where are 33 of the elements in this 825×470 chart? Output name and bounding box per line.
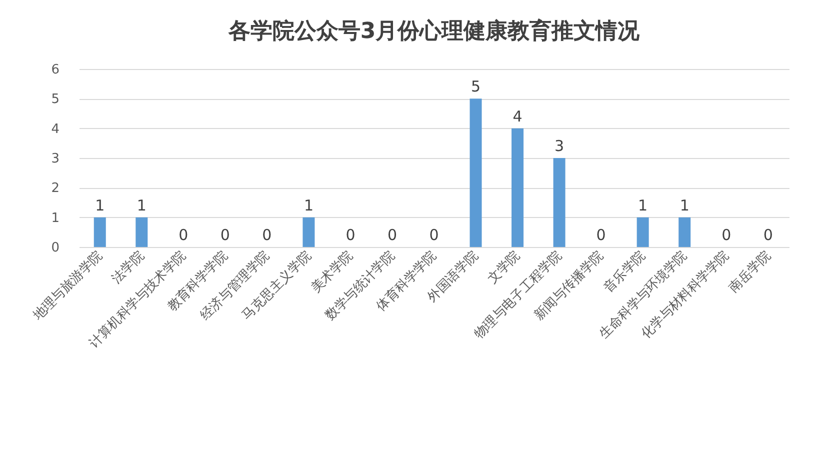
data-label: 0 <box>387 226 398 244</box>
data-label: 5 <box>470 78 481 96</box>
data-label: 1 <box>680 196 690 214</box>
data-label: 0 <box>763 226 773 244</box>
data-label: 0 <box>178 226 188 244</box>
data-label: 1 <box>638 196 648 214</box>
y-tick-label: 4 <box>51 122 60 137</box>
chart-title: 各学院公众号3月份心理健康教育推文情况 <box>227 18 641 44</box>
y-tick-label: 2 <box>51 181 60 196</box>
y-tick-label: 5 <box>51 92 60 108</box>
bar <box>136 217 148 247</box>
bar <box>94 217 106 247</box>
data-label: 0 <box>596 226 606 244</box>
bar <box>302 217 315 247</box>
data-label: 0 <box>262 226 272 244</box>
bar <box>678 217 691 247</box>
bar <box>636 217 649 247</box>
y-tick-label: 3 <box>51 152 60 166</box>
data-label: 0 <box>346 226 356 244</box>
bar <box>470 98 482 247</box>
y-tick-label: 1 <box>51 210 60 226</box>
data-label: 1 <box>136 196 146 214</box>
data-label: 3 <box>554 137 564 155</box>
data-label: 1 <box>95 196 105 214</box>
data-label: 0 <box>220 226 230 244</box>
y-tick-label: 6 <box>51 62 60 78</box>
bar <box>512 128 524 247</box>
data-label: 0 <box>722 226 732 244</box>
bar <box>553 158 566 247</box>
data-label: 0 <box>429 226 439 244</box>
y-tick-label: 0 <box>51 240 60 256</box>
data-label: 1 <box>304 196 314 214</box>
data-label: 4 <box>512 107 522 126</box>
